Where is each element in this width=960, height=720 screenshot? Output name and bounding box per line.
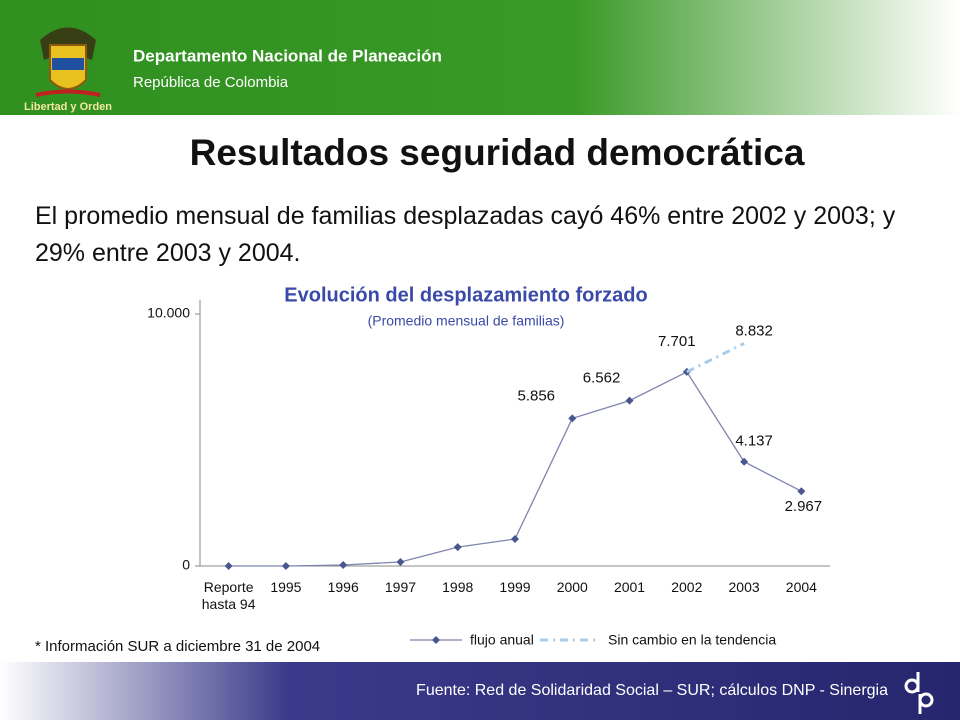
data-label: 5.856: [517, 387, 555, 404]
legend-marker: [432, 636, 440, 644]
data-point: [453, 543, 462, 552]
x-tick-label: 2004: [785, 579, 817, 595]
footnote: * Información SUR a diciembre 31 de 2004: [35, 638, 320, 655]
country: República de Colombia: [133, 74, 289, 91]
x-tick-label: Reporte hasta 94: [201, 579, 256, 612]
data-point: [281, 562, 290, 570]
data-point: [396, 557, 405, 566]
legend-label: Sin cambio en la tendencia: [608, 632, 776, 648]
x-tick-label: 2003: [728, 579, 760, 595]
data-point: [625, 396, 634, 405]
y-tick-label: 10.000: [147, 305, 190, 321]
body-text: El promedio mensual de familias desplaza…: [35, 202, 896, 267]
data-point: [797, 487, 806, 496]
series-line: [686, 342, 745, 374]
data-point: [740, 457, 749, 466]
x-tick-label: 1995: [270, 579, 302, 595]
data-point: [511, 535, 519, 544]
data-label: 4.137: [735, 433, 773, 450]
legend-label: flujo anual: [470, 632, 534, 648]
data-label: 6.562: [583, 370, 621, 387]
organization: Departamento Nacional de Planeación: [133, 46, 442, 65]
coat-of-arms: [35, 27, 101, 97]
data-label: 2.967: [785, 498, 823, 515]
motto: Libertad y Orden: [24, 101, 112, 113]
x-tick-label: 2001: [613, 579, 646, 595]
x-tick-label: 1999: [499, 579, 531, 595]
footer-bar: [0, 662, 960, 720]
data-label: 7.701: [658, 333, 696, 350]
x-tick-label: 1998: [442, 579, 474, 595]
x-tick-label: 2000: [556, 579, 588, 595]
x-tick-label: 2002: [671, 579, 703, 595]
data-label: 8.832: [735, 322, 773, 339]
slide-title: Resultados seguridad democrática: [190, 132, 805, 173]
header-bar: [0, 0, 960, 115]
chart-title: Evolución del desplazamiento forzado: [284, 284, 647, 306]
x-tick-label: 1996: [327, 579, 359, 595]
data-point: [568, 414, 577, 423]
footer-source: Fuente: Red de Solidaridad Social – SUR;…: [416, 682, 888, 699]
data-point: [224, 562, 233, 570]
chart-subtitle: (Promedio mensual de familias): [368, 313, 565, 329]
y-tick-label: 0: [182, 557, 190, 573]
data-point: [339, 560, 348, 569]
x-tick-label: 1997: [384, 579, 417, 595]
dnp-logo: [904, 672, 934, 714]
